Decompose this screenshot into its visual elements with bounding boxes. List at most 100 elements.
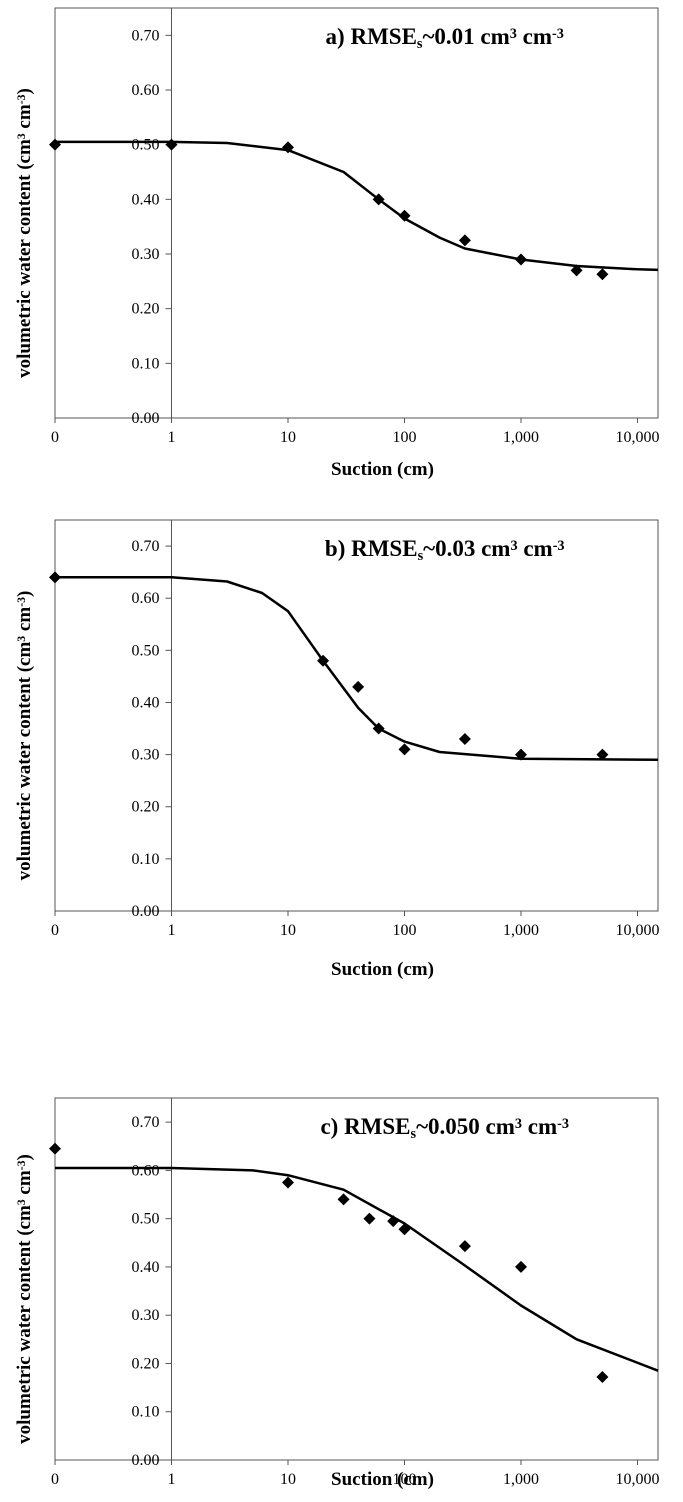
data-point	[458, 732, 471, 745]
y-tick-label: 0.10	[131, 1404, 159, 1421]
text-part: volumetric water content (cm	[14, 642, 35, 881]
y-tick-label: 0.20	[131, 301, 159, 318]
x-tick-label: 0	[51, 922, 59, 939]
panel: 0.00 0.10 0.20 0.30 0.40 0.50 0.60 0.70 0 1 10 100 1…	[14, 519, 659, 980]
data-point	[49, 571, 61, 584]
y-axis-label: volumetric water content (cm3 cm-3)	[14, 88, 35, 378]
text-part: cm	[522, 1114, 557, 1139]
x-tick-label: 10	[280, 429, 296, 446]
data-point	[49, 138, 61, 151]
text-part: )	[14, 591, 35, 597]
y-tick-label: 0.10	[131, 851, 159, 868]
data-point	[372, 193, 385, 206]
x-tick-label: 10,000	[615, 429, 659, 446]
superscript: 3	[15, 133, 28, 139]
y-tick-label: 0.30	[131, 747, 159, 764]
x-tick-label: 1,000	[503, 1471, 539, 1488]
plot-frame	[54, 7, 659, 419]
data-point	[514, 1260, 527, 1273]
chart-title: a) RMSEs~0.01 cm3 cm-3	[326, 24, 564, 52]
data-point	[363, 1212, 376, 1225]
y-tick-label: 0.70	[131, 538, 159, 555]
data-point	[337, 1193, 350, 1206]
chart-title: c) RMSEs~0.050 cm3 cm-3	[320, 1114, 569, 1142]
data-point	[458, 1240, 471, 1253]
y-tick-label: 0.70	[131, 27, 159, 44]
x-tick-label: 10	[280, 922, 296, 939]
x-tick-label: 1,000	[503, 429, 539, 446]
y-axis-label: volumetric water content (cm3 cm-3)	[14, 591, 35, 881]
data-point	[387, 1215, 400, 1228]
x-tick-label: 100	[392, 922, 416, 939]
fit-curve	[55, 576, 659, 762]
data-point	[317, 654, 330, 667]
superscript: -3	[553, 538, 565, 554]
y-tick-label: 0.40	[131, 694, 159, 711]
data-point	[514, 253, 527, 266]
data-point	[596, 1370, 609, 1383]
y-tick-label: 0.50	[131, 642, 159, 659]
y-tick-label: 0.10	[131, 355, 159, 372]
text-part: ~0.050 cm	[416, 1114, 515, 1139]
y-tick-label: 0.30	[131, 246, 159, 263]
text-part: volumetric water content (cm	[14, 1205, 35, 1444]
data-point	[165, 138, 178, 151]
text-part: cm	[518, 536, 553, 561]
text-part: c) RMSE	[320, 1114, 410, 1139]
y-tick-label: 0.60	[131, 1162, 159, 1179]
y-tick-label: 0.00	[131, 410, 159, 427]
text-part: cm	[517, 24, 552, 49]
x-tick-label: 1	[167, 1471, 175, 1488]
x-axis-label: Suction (cm)	[331, 1469, 434, 1490]
text-part: ~0.03 cm	[423, 536, 510, 561]
text-part: cm	[14, 104, 35, 133]
y-tick-label: 0.20	[131, 1355, 159, 1372]
x-tick-label: 1,000	[503, 922, 539, 939]
text-part: )	[14, 1154, 35, 1160]
y-tick-label: 0.30	[131, 1307, 159, 1324]
superscript: 3	[510, 538, 517, 554]
x-tick-label: 0	[51, 1471, 59, 1488]
x-tick-label: 1	[167, 922, 175, 939]
subscript: s	[417, 36, 423, 52]
data-point	[458, 234, 471, 247]
chart-title: b) RMSEs~0.03 cm3 cm-3	[325, 536, 565, 564]
y-tick-label: 0.40	[131, 191, 159, 208]
plot-frame	[54, 519, 659, 912]
text-part: a) RMSE	[326, 24, 417, 49]
panel: 0.00 0.10 0.20 0.30 0.40 0.50 0.60 0.70 0 1 10 100 1…	[14, 1097, 659, 1490]
y-tick-label: 0.50	[131, 137, 159, 154]
text-part: cm	[14, 607, 35, 636]
data-point	[570, 264, 583, 277]
subscript: s	[418, 548, 424, 564]
y-axis-label: volumetric water content (cm3 cm-3)	[14, 1154, 35, 1444]
plot-frame	[54, 1097, 659, 1461]
text-part: b) RMSE	[325, 536, 418, 561]
y-tick-label: 0.70	[131, 1114, 159, 1131]
y-tick-label: 0.00	[131, 1452, 159, 1469]
y-tick-label: 0.00	[131, 903, 159, 920]
data-point	[514, 748, 527, 761]
x-tick-label: 100	[392, 429, 416, 446]
superscript: -3	[15, 597, 28, 607]
data-point	[398, 743, 411, 756]
superscript: -3	[552, 26, 564, 42]
x-axis-label: Suction (cm)	[331, 459, 434, 480]
superscript: -3	[15, 1160, 28, 1170]
data-point	[596, 748, 609, 761]
superscript: 3	[15, 1199, 28, 1205]
data-point	[398, 209, 411, 222]
data-point	[398, 1223, 411, 1236]
x-axis-label: Suction (cm)	[331, 959, 434, 980]
text-part: volumetric water content (cm	[14, 139, 35, 378]
text-part: cm	[14, 1170, 35, 1199]
subscript: s	[411, 1126, 417, 1142]
y-tick-label: 0.60	[131, 590, 159, 607]
fit-curve	[55, 1166, 659, 1372]
x-tick-label: 100	[392, 1471, 416, 1488]
x-tick-label: 10	[280, 1471, 296, 1488]
y-tick-label: 0.50	[131, 1211, 159, 1228]
x-tick-label: 10,000	[615, 1471, 659, 1488]
